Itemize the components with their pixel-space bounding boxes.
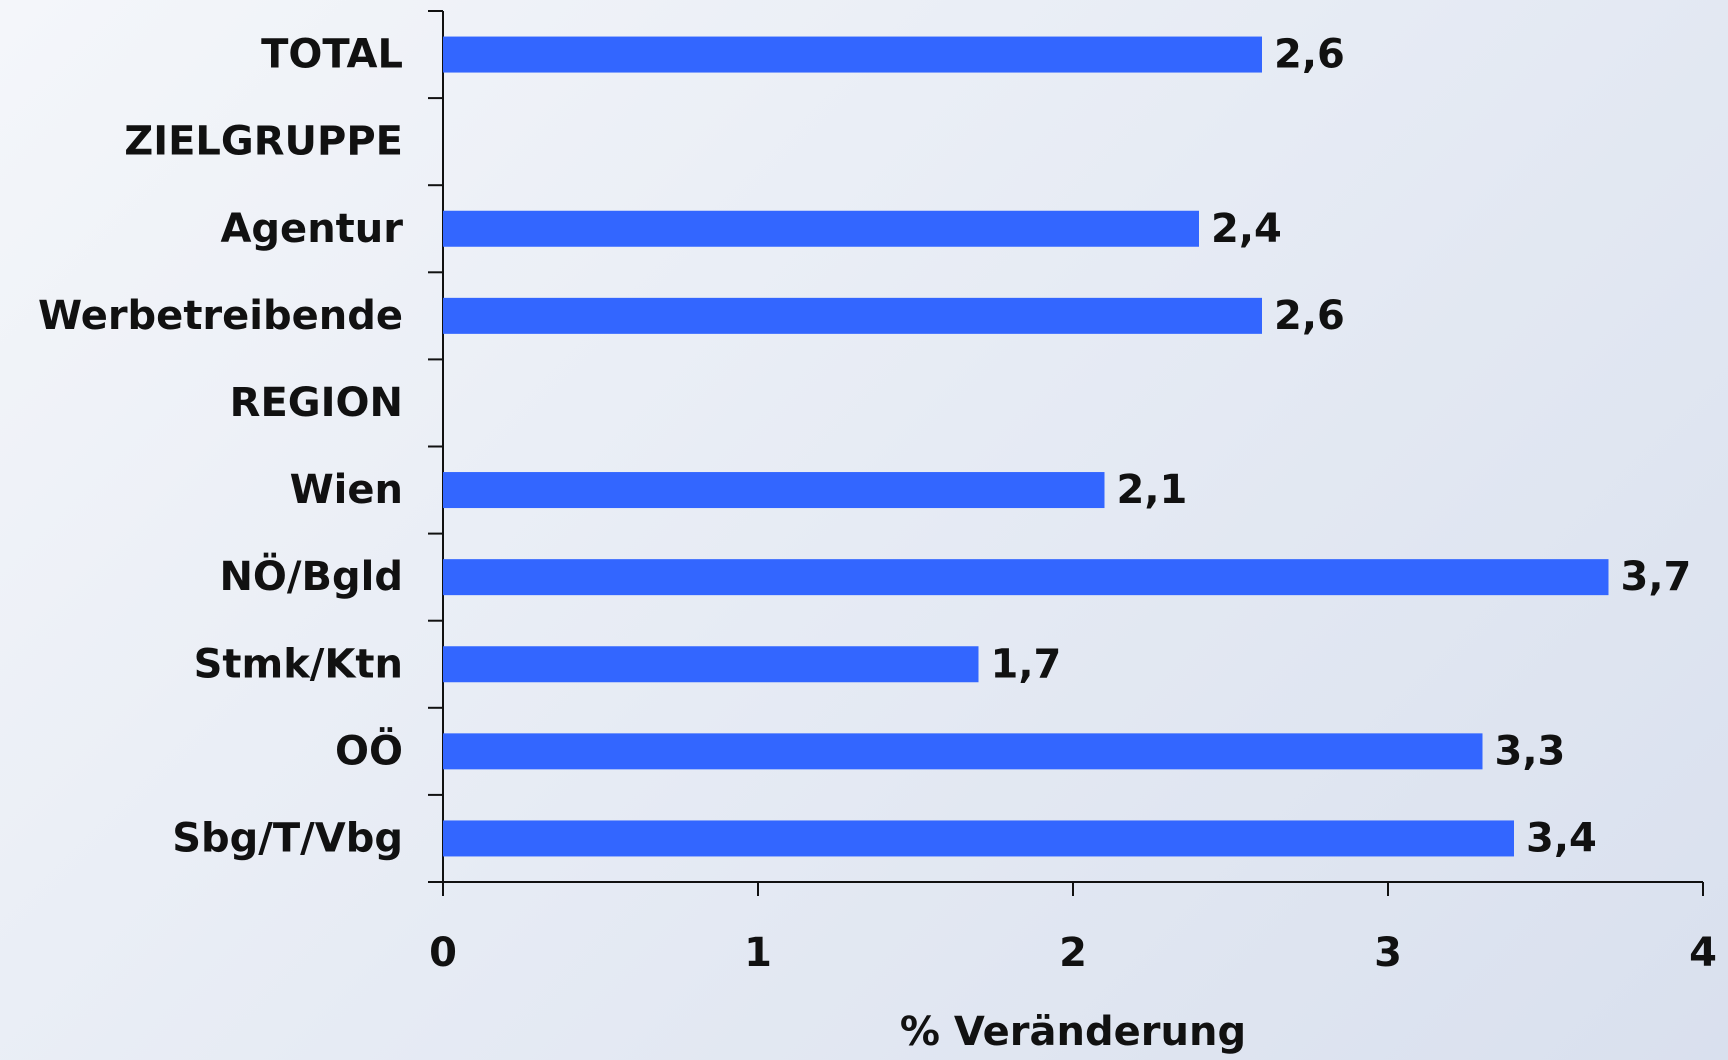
bar (443, 733, 1483, 770)
value-label: 3,3 (1495, 728, 1566, 774)
bar (443, 297, 1262, 334)
y-tick-label: Werbetreibende (38, 293, 403, 339)
y-tick-label: Stmk/Ktn (194, 641, 403, 687)
x-tick-label: 1 (744, 930, 772, 976)
x-axis-label: % Veränderung (900, 1009, 1246, 1055)
y-tick-label: Agentur (220, 206, 403, 252)
y-tick-label: REGION (230, 380, 403, 426)
x-tick-label: 0 (429, 930, 457, 976)
bar (443, 472, 1105, 509)
y-tick-label: TOTAL (261, 32, 403, 78)
value-label: 3,7 (1621, 554, 1692, 600)
bar (443, 646, 979, 683)
x-tick-label: 3 (1374, 930, 1402, 976)
y-tick-label: NÖ/Bgld (219, 552, 403, 600)
x-tick-label: 4 (1689, 930, 1717, 976)
value-label: 2,6 (1274, 32, 1345, 78)
y-tick-label: OÖ (335, 726, 403, 774)
bar (443, 820, 1514, 857)
y-tick-label: Wien (290, 467, 403, 513)
bar (443, 36, 1262, 73)
y-tick-label: Sbg/T/Vbg (172, 815, 403, 861)
value-label: 1,7 (991, 641, 1062, 687)
value-label: 2,1 (1117, 467, 1188, 513)
y-tick-label: ZIELGRUPPE (124, 119, 403, 165)
value-label: 3,4 (1526, 815, 1597, 861)
value-label: 2,4 (1211, 206, 1282, 252)
bar (443, 210, 1199, 247)
x-tick-label: 2 (1059, 930, 1087, 976)
bar (443, 559, 1609, 596)
value-label: 2,6 (1274, 293, 1345, 339)
